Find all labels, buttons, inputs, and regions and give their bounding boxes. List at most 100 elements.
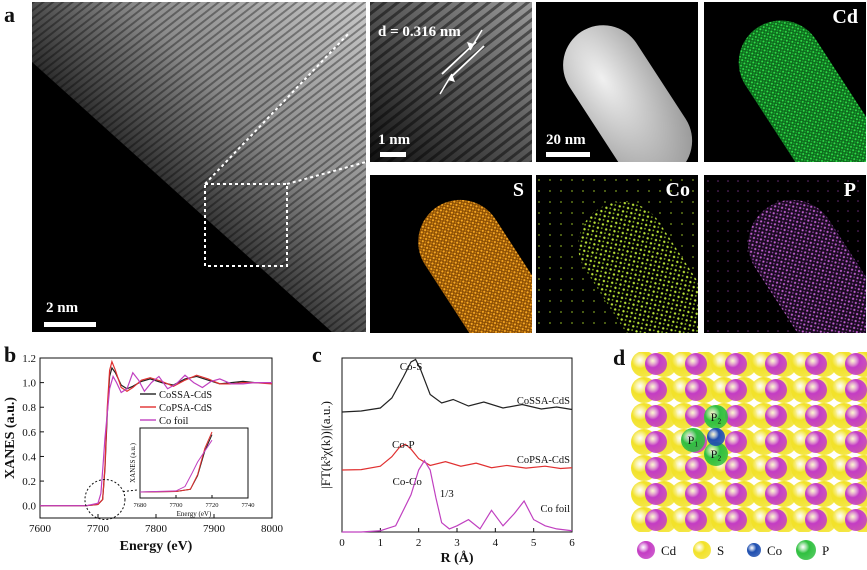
cd-atom xyxy=(805,405,827,427)
cd-atom xyxy=(725,509,747,531)
cd-atom xyxy=(725,483,747,505)
exafs-xtick-label: 5 xyxy=(531,537,537,549)
stem-main-image: 2 nm xyxy=(32,2,366,332)
xanes-inset-frame xyxy=(139,427,249,499)
stem-main-texture xyxy=(32,2,366,332)
exafs-chart: 0 1 2 3 4 5 6 R (Å) |FT(k³χ(k))|(a.u.) Co-S Co-P Co… xyxy=(318,357,575,566)
xanes-ylabel: XANES (a.u.) xyxy=(3,397,18,479)
cd-atom xyxy=(685,483,707,505)
xanes-legend-label: CoSSA-CdS xyxy=(159,390,212,401)
xanes-xtick-label: 7700 xyxy=(87,523,110,535)
p-atom-p2-bottom xyxy=(704,442,728,466)
legend-swatch-cd xyxy=(637,541,655,559)
cd-atom xyxy=(685,353,707,375)
legend-swatch-p xyxy=(796,540,816,560)
hr-scalebar xyxy=(380,152,406,157)
cd-atom xyxy=(765,379,787,401)
haadf-nanorod-image: 20 nm xyxy=(536,2,698,162)
cd-atom xyxy=(845,483,867,505)
exafs-annotation-co-co: Co-Co xyxy=(392,476,422,488)
cd-atom xyxy=(725,405,747,427)
cd-atom xyxy=(725,379,747,401)
xanes-ytick-label: 1.0 xyxy=(22,378,36,390)
cd-atom xyxy=(765,457,787,479)
exafs-xtick-label: 2 xyxy=(416,537,422,549)
cd-atom xyxy=(685,379,707,401)
eds-map-cd: Cd xyxy=(704,2,866,162)
legend-swatch-co xyxy=(747,543,761,557)
xanes-inset-xtick-label: 7680 xyxy=(134,502,147,509)
cd-atom xyxy=(845,431,867,453)
haadf-scalebar xyxy=(546,152,590,157)
exafs-xtick-label: 1 xyxy=(378,537,384,549)
hrtem-zoom-image: d = 0.316 nm 1 nm xyxy=(370,2,532,162)
xanes-inset-xtick-label: 7700 xyxy=(170,502,183,509)
p-atom-p1 xyxy=(681,428,705,452)
exafs-xtick-label: 6 xyxy=(569,537,575,549)
cd-atom xyxy=(645,483,667,505)
cd-atom xyxy=(765,405,787,427)
eds-map-s: S xyxy=(370,175,532,333)
legend-label-co: Co xyxy=(767,543,782,558)
exafs-series-label-cossa: CoSSA-CdS xyxy=(517,396,570,407)
xanes-inset-series-line xyxy=(139,439,213,493)
xanes-ytick-label: 0.2 xyxy=(22,476,36,488)
exafs-series-line xyxy=(341,443,573,471)
zoom-region-box xyxy=(204,183,288,267)
xanes-chart: 7600 7700 7800 7900 8000 0.0 0.2 0.4 0.6 0.8 1.0 1.… xyxy=(3,353,284,554)
main-scalebar-label: 2 nm xyxy=(46,300,79,316)
panel-letter-b: b xyxy=(4,342,17,367)
legend-label-s: S xyxy=(717,543,724,558)
cd-atom xyxy=(725,431,747,453)
cd-atom xyxy=(725,457,747,479)
panel-letter-a: a xyxy=(4,2,15,27)
exafs-plot-frame xyxy=(341,357,573,533)
cd-atom xyxy=(685,509,707,531)
panel-letter-c: c xyxy=(312,342,322,367)
legend-label-cd: Cd xyxy=(661,543,677,558)
xanes-ytick-label: 0.6 xyxy=(22,427,36,439)
site-label-p1: P₁ xyxy=(688,433,699,447)
cd-atom xyxy=(765,509,787,531)
cd-atom xyxy=(765,431,787,453)
cd-atom xyxy=(765,353,787,375)
cd-atom xyxy=(805,483,827,505)
xanes-ytick-label: 0.8 xyxy=(22,402,36,414)
co-atom xyxy=(707,428,725,446)
exafs-series-label-copsa: CoPSA-CdS xyxy=(517,455,570,466)
cd-atom xyxy=(645,457,667,479)
cd-atom xyxy=(685,405,707,427)
xanes-xtick-label: 7600 xyxy=(29,523,52,535)
exafs-xtick-label: 3 xyxy=(454,537,460,549)
xanes-xtick-label: 7800 xyxy=(145,523,168,535)
xanes-xlabel: Energy (eV) xyxy=(120,539,193,554)
d-spacing-label: d = 0.316 nm xyxy=(378,24,461,40)
p-atom-p2-top xyxy=(704,405,728,429)
cd-atom xyxy=(805,353,827,375)
xanes-ytick-label: 0.0 xyxy=(22,501,36,513)
xanes-ytick-label: 0.4 xyxy=(22,451,36,463)
exafs-ylabel: |FT(k³χ(k))|(a.u.) xyxy=(318,401,333,489)
xanes-inset-pointer xyxy=(122,489,138,493)
cd-atom xyxy=(845,379,867,401)
eds-label-co: Co xyxy=(665,179,690,201)
atomic-model-legend: Cd S Co P xyxy=(636,538,867,562)
legend-swatch-s xyxy=(693,541,711,559)
eds-map-co: Co xyxy=(536,175,698,333)
main-scalebar xyxy=(44,322,96,327)
cd-atom xyxy=(685,457,707,479)
exafs-series-line xyxy=(342,459,573,533)
eds-label-s: S xyxy=(512,179,524,201)
exafs-annotation-scale: 1/3 xyxy=(440,488,455,500)
cd-atom xyxy=(645,405,667,427)
xanes-series-line xyxy=(40,371,272,507)
exafs-xtick-label: 4 xyxy=(493,537,499,549)
cd-atom xyxy=(805,457,827,479)
exafs-series-line xyxy=(341,358,573,413)
exafs-xtick-label: 0 xyxy=(339,537,345,549)
cd-atom xyxy=(645,379,667,401)
panel-letter-d: d xyxy=(613,345,626,370)
eds-label-p: P xyxy=(843,179,856,201)
exafs-annotation-co-s: Co-S xyxy=(400,361,423,373)
xanes-inset-xtick-label: 7740 xyxy=(242,502,255,509)
